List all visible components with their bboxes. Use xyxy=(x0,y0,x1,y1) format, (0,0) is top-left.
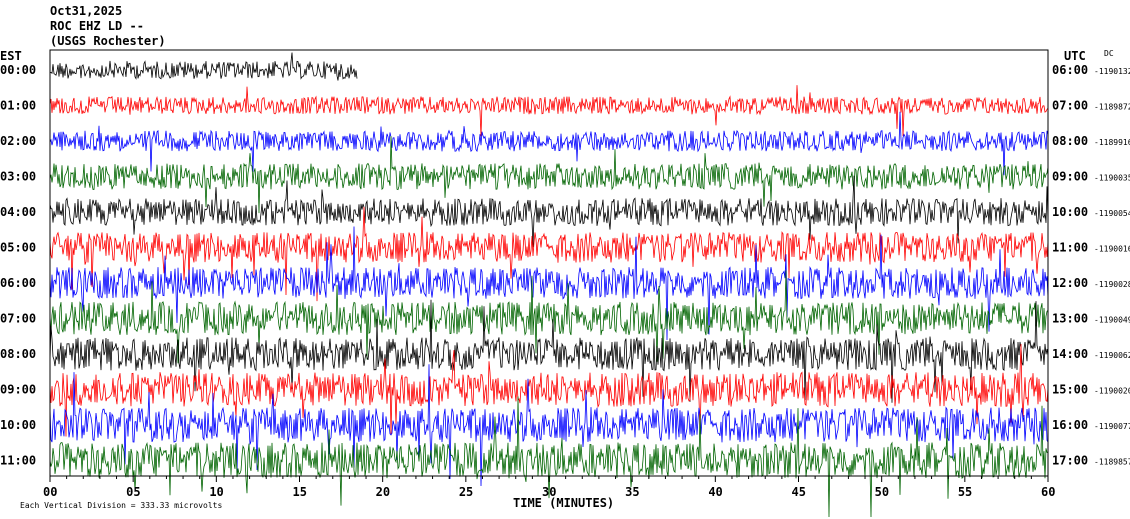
utc-time-label: 16:00 xyxy=(1052,418,1088,432)
x-tick-label: 20 xyxy=(376,485,390,499)
dc-offset-label: -1190049 xyxy=(1094,316,1130,325)
x-tick-label: 50 xyxy=(875,485,889,499)
utc-time-label: 11:00 xyxy=(1052,241,1088,255)
trace-row-10 xyxy=(49,364,1049,487)
est-time-label: 10:00 xyxy=(0,418,36,432)
axis-layer: 00:00 06:00 -1190132 01:00 07:00 -1189872 02:0… xyxy=(0,63,1130,499)
x-tick-label: 35 xyxy=(625,485,639,499)
utc-axis-title: UTC xyxy=(1064,49,1086,63)
dc-offset-label: -1190062 xyxy=(1094,351,1130,360)
trace-row-3 xyxy=(49,136,1049,214)
dc-offset-label: -1190035 xyxy=(1094,174,1130,183)
dc-offset-label: -1190054 xyxy=(1094,209,1130,218)
dc-offset-label: -1189872 xyxy=(1094,103,1130,112)
dc-offset-label: -1190028 xyxy=(1094,280,1130,289)
station-location: (USGS Rochester) xyxy=(50,34,166,48)
trace-row-8 xyxy=(49,299,1049,403)
x-tick-label: 25 xyxy=(459,485,473,499)
est-time-label: 11:00 xyxy=(0,454,36,468)
utc-time-label: 17:00 xyxy=(1052,454,1088,468)
x-tick-label: 60 xyxy=(1041,485,1055,499)
utc-time-label: 07:00 xyxy=(1052,99,1088,113)
dc-offset-label: -1190020 xyxy=(1094,387,1130,396)
trace-row-2 xyxy=(49,111,1049,176)
utc-time-label: 10:00 xyxy=(1052,205,1088,219)
scale-note: Each Vertical Division = 333.33 microvol… xyxy=(20,501,222,510)
trace-row-6 xyxy=(49,226,1049,341)
utc-time-label: 12:00 xyxy=(1052,276,1088,290)
x-tick-label: 10 xyxy=(209,485,223,499)
est-time-label: 04:00 xyxy=(0,205,36,219)
est-axis-title: EST xyxy=(0,49,22,63)
x-tick-label: 55 xyxy=(958,485,972,499)
trace-row-4 xyxy=(49,175,1049,248)
est-time-label: 09:00 xyxy=(0,383,36,397)
x-tick-label: 40 xyxy=(708,485,722,499)
dc-offset-label: -1189916 xyxy=(1094,138,1130,147)
utc-time-label: 09:00 xyxy=(1052,170,1088,184)
x-tick-label: 00 xyxy=(43,485,57,499)
dc-offset-label: -1190132 xyxy=(1094,67,1130,76)
est-time-label: 05:00 xyxy=(0,241,36,255)
utc-time-label: 06:00 xyxy=(1052,63,1088,77)
dc-offset-label: -1190077 xyxy=(1094,422,1130,431)
dc-offset-label: -1189857 xyxy=(1094,458,1130,467)
x-tick-label: 45 xyxy=(792,485,806,499)
x-tick-label: 30 xyxy=(542,485,556,499)
utc-time-label: 08:00 xyxy=(1052,134,1088,148)
trace-row-9 xyxy=(49,343,1049,437)
x-axis-label: TIME (MINUTES) xyxy=(513,496,614,510)
trace-row-7 xyxy=(49,270,1049,364)
station-name: ROC EHZ LD -- xyxy=(50,19,144,33)
dc-offset-label: -1190016 xyxy=(1094,245,1130,254)
utc-time-label: 13:00 xyxy=(1052,312,1088,326)
x-tick-label: 05 xyxy=(126,485,140,499)
trace-row-0 xyxy=(49,52,358,81)
utc-time-label: 14:00 xyxy=(1052,347,1088,361)
trace-layer xyxy=(49,52,1049,518)
x-tick-label: 15 xyxy=(293,485,307,499)
est-time-label: 02:00 xyxy=(0,134,36,148)
est-time-label: 03:00 xyxy=(0,170,36,184)
est-time-label: 08:00 xyxy=(0,347,36,361)
trace-row-1 xyxy=(49,85,1049,137)
dc-header: DC xyxy=(1104,49,1114,58)
trace-row-11 xyxy=(49,396,1048,518)
utc-time-label: 15:00 xyxy=(1052,383,1088,397)
est-time-label: 07:00 xyxy=(0,312,36,326)
chart-date: Oct31,2025 xyxy=(50,4,123,18)
est-time-label: 00:00 xyxy=(0,63,36,77)
trace-row-5 xyxy=(49,206,1049,302)
est-time-label: 01:00 xyxy=(0,99,36,113)
est-time-label: 06:00 xyxy=(0,276,36,290)
